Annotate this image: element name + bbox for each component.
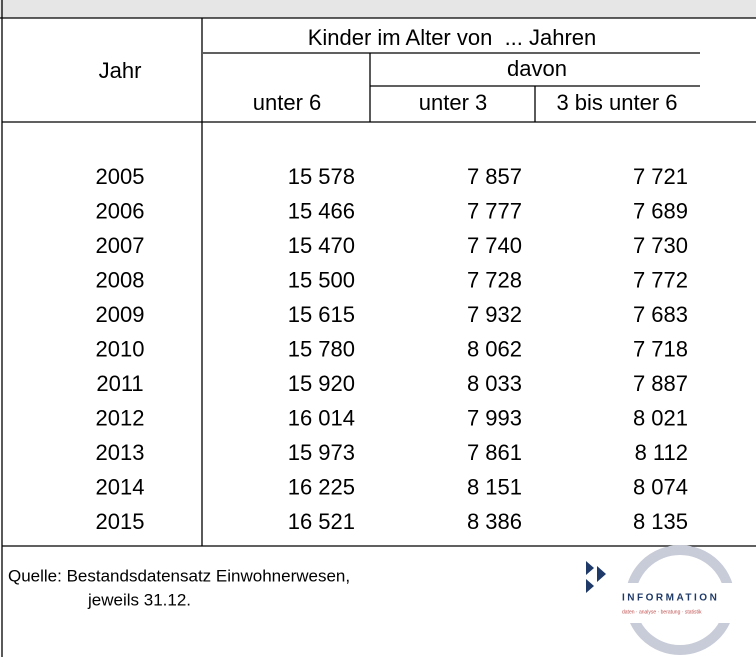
value-cell: 8 112 <box>635 440 688 465</box>
column-header: 3 bis unter 6 <box>556 90 677 115</box>
value-cell: 7 857 <box>467 164 522 189</box>
value-cell: 7 740 <box>467 233 522 258</box>
source: Quelle: Bestandsdatensatz Einwohnerwesen… <box>8 566 350 585</box>
value-cell: 7 683 <box>633 302 688 327</box>
year-cell: 2009 <box>96 302 145 327</box>
year-cell: 2005 <box>96 164 145 189</box>
logo-text: INFORMATION <box>622 593 719 604</box>
value-cell: 7 887 <box>633 371 688 396</box>
value-cell: 15 466 <box>288 198 355 223</box>
year-cell: 2007 <box>96 233 145 258</box>
value-cell: 16 014 <box>288 405 355 430</box>
value-cell: 8 135 <box>633 509 688 534</box>
logo: INFORMATION daten · analyse · beratung ·… <box>586 545 756 655</box>
value-cell: 8 151 <box>467 474 522 499</box>
value-cell: 7 932 <box>467 302 522 327</box>
value-cell: 16 521 <box>288 509 355 534</box>
value-cell: 15 780 <box>288 336 355 361</box>
logo-tagline: daten · analyse · beratung · statistik <box>622 609 702 615</box>
source: jeweils 31.12. <box>87 590 191 609</box>
value-cell: 8 074 <box>633 474 688 499</box>
value-cell: 7 730 <box>633 233 688 258</box>
value-cell: 7 721 <box>633 164 688 189</box>
value-cell: 7 993 <box>467 405 522 430</box>
value-cell: 7 777 <box>467 198 522 223</box>
year-cell: 2012 <box>96 405 145 430</box>
value-cell: 16 225 <box>288 474 355 499</box>
sub-header: davon <box>507 56 567 81</box>
year-header: Jahr <box>99 58 142 83</box>
value-cell: 15 920 <box>288 371 355 396</box>
year-cell: 2011 <box>96 371 143 396</box>
column-header: unter 3 <box>419 90 488 115</box>
value-cell: 15 500 <box>288 267 355 292</box>
year-cell: 2010 <box>96 336 145 361</box>
value-cell: 15 615 <box>288 302 355 327</box>
value-cell: 15 973 <box>288 440 355 465</box>
year-cell: 2008 <box>96 267 145 292</box>
value-cell: 8 386 <box>467 509 522 534</box>
value-cell: 8 033 <box>467 371 522 396</box>
column-header: unter 6 <box>253 90 322 115</box>
table-body: 2005 15 578 7 857 7 721 2006 15 466 7 777 7 689… <box>96 164 688 534</box>
value-cell: 7 689 <box>633 198 688 223</box>
value-cell: 8 021 <box>633 405 688 430</box>
year-cell: 2015 <box>96 509 145 534</box>
year-cell: 2006 <box>96 198 145 223</box>
value-cell: 15 578 <box>288 164 355 189</box>
value-cell: 15 470 <box>288 233 355 258</box>
year-cell: 2014 <box>96 474 145 499</box>
value-cell: 7 718 <box>633 336 688 361</box>
group-header: Kinder im Alter von ... Jahren <box>308 25 597 50</box>
value-cell: 8 062 <box>467 336 522 361</box>
value-cell: 7 861 <box>467 440 522 465</box>
year-cell: 2013 <box>96 440 145 465</box>
title-band <box>0 0 756 18</box>
value-cell: 7 728 <box>467 267 522 292</box>
value-cell: 7 772 <box>633 267 688 292</box>
